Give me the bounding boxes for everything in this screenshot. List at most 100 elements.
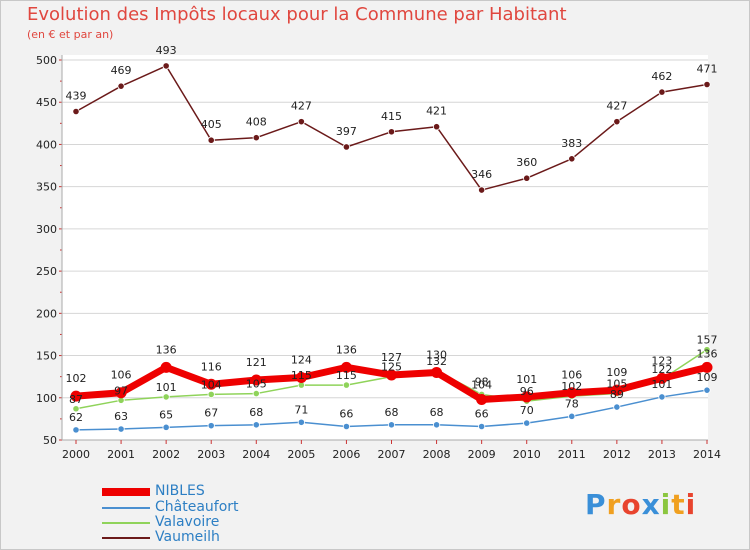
- data-label-nibles: 121: [246, 356, 267, 369]
- data-point-valavoire: [342, 381, 351, 389]
- proxiti-logo: Proxiti: [585, 488, 697, 521]
- x-tick-label: 2010: [513, 448, 541, 461]
- data-point-nibles: [521, 391, 533, 403]
- legend-label-chateaufort: Châteaufort: [155, 499, 239, 515]
- data-point-nibles: [656, 372, 668, 384]
- data-label-chteaufort: 89: [610, 388, 624, 401]
- data-label-vaumeilh: 397: [336, 125, 357, 138]
- x-tick-label: 2008: [423, 448, 451, 461]
- data-point-vaumeilh: [613, 118, 621, 126]
- data-label-vaumeilh: 346: [471, 168, 492, 181]
- x-tick-label: 2003: [197, 448, 225, 461]
- data-label-chteaufort: 67: [204, 407, 218, 420]
- data-label-chteaufort: 71: [294, 403, 308, 416]
- data-label-chteaufort: 68: [385, 406, 399, 419]
- data-point-valavoire: [252, 389, 260, 398]
- y-tick-label: 400: [36, 138, 57, 151]
- data-point-nibles: [476, 393, 488, 405]
- data-point-nibles: [566, 387, 578, 399]
- data-point-chteaufort: [658, 393, 666, 401]
- data-point-vaumeilh: [658, 88, 666, 96]
- data-label-chteaufort: 78: [565, 397, 579, 410]
- data-label-vaumeilh: 415: [381, 110, 402, 123]
- data-label-valavoire: 115: [291, 369, 312, 382]
- data-label-valavoire: 104: [471, 378, 492, 391]
- data-label-valavoire: 115: [336, 369, 357, 382]
- data-point-chteaufort: [342, 422, 351, 431]
- data-label-nibles: 116: [201, 360, 222, 373]
- data-label-chteaufort: 70: [520, 404, 534, 417]
- data-label-valavoire: 96: [520, 385, 534, 398]
- y-tick-label: 250: [36, 265, 57, 278]
- data-label-chteaufort: 109: [697, 371, 718, 384]
- data-point-vaumeilh: [568, 155, 576, 163]
- data-point-chteaufort: [613, 403, 621, 411]
- data-point-chteaufort: [117, 425, 125, 433]
- y-tick-label: 100: [36, 392, 57, 405]
- data-label-chteaufort: 66: [475, 407, 489, 420]
- data-point-chteaufort: [72, 426, 80, 434]
- data-label-valavoire: 122: [651, 363, 672, 376]
- data-point-vaumeilh: [342, 143, 351, 151]
- data-point-vaumeilh: [703, 80, 711, 89]
- data-label-valavoire: 101: [156, 381, 177, 394]
- data-label-valavoire: 125: [381, 361, 402, 374]
- data-label-nibles: 127: [381, 351, 402, 364]
- data-label-vaumeilh: 439: [66, 90, 87, 103]
- y-tick-label: 500: [36, 54, 57, 67]
- data-label-vaumeilh: 405: [201, 118, 222, 131]
- data-point-chteaufort: [252, 421, 260, 429]
- data-point-chteaufort: [207, 422, 215, 430]
- data-label-nibles: 124: [291, 354, 312, 367]
- data-point-nibles: [115, 387, 127, 399]
- data-label-chteaufort: 63: [114, 410, 128, 423]
- x-tick-label: 2006: [332, 448, 360, 461]
- data-point-nibles: [70, 390, 82, 402]
- data-point-nibles: [250, 374, 262, 386]
- data-label-valavoire: 87: [69, 393, 83, 406]
- data-label-nibles: 130: [426, 348, 447, 361]
- data-point-nibles: [160, 361, 172, 373]
- data-label-chteaufort: 62: [69, 411, 83, 424]
- data-label-nibles: 106: [561, 369, 582, 382]
- data-point-chteaufort: [478, 422, 486, 431]
- data-point-vaumeilh: [387, 128, 396, 136]
- x-tick-label: 2004: [242, 448, 270, 461]
- legend-label-valavoire: Valavoire: [155, 514, 220, 530]
- data-point-chteaufort: [387, 421, 396, 429]
- x-tick-label: 2001: [107, 448, 135, 461]
- data-point-vaumeilh: [117, 82, 125, 90]
- data-point-nibles: [701, 361, 713, 373]
- data-label-chteaufort: 68: [249, 406, 263, 419]
- x-tick-label: 2014: [693, 448, 721, 461]
- data-label-chteaufort: 101: [651, 378, 672, 391]
- data-label-nibles: 136: [697, 347, 718, 360]
- data-label-vaumeilh: 383: [561, 137, 582, 150]
- x-tick-label: 2013: [648, 448, 676, 461]
- data-point-nibles: [295, 372, 307, 384]
- data-point-vaumeilh: [297, 118, 305, 126]
- data-label-chteaufort: 68: [430, 406, 444, 419]
- data-label-vaumeilh: 462: [651, 70, 672, 83]
- y-tick-label: 350: [36, 181, 57, 194]
- data-label-valavoire: 102: [561, 380, 582, 393]
- data-point-nibles: [205, 378, 217, 390]
- data-label-vaumeilh: 427: [291, 100, 312, 113]
- data-label-nibles: 136: [336, 343, 357, 356]
- data-point-valavoire: [207, 390, 215, 398]
- data-label-nibles: 101: [516, 373, 537, 386]
- data-point-valavoire: [162, 393, 170, 401]
- data-point-chteaufort: [703, 386, 711, 394]
- x-tick-label: 2012: [603, 448, 631, 461]
- data-point-valavoire: [72, 405, 80, 413]
- data-label-nibles: 123: [651, 354, 672, 367]
- data-label-nibles: 109: [606, 366, 627, 379]
- y-tick-label: 200: [36, 307, 57, 320]
- x-tick-label: 2002: [152, 448, 180, 461]
- data-label-nibles: 102: [66, 372, 87, 385]
- data-point-valavoire: [703, 346, 711, 354]
- data-point-vaumeilh: [207, 136, 215, 144]
- x-tick-label: 2000: [62, 448, 90, 461]
- x-tick-label: 2005: [287, 448, 315, 461]
- data-point-chteaufort: [568, 412, 576, 420]
